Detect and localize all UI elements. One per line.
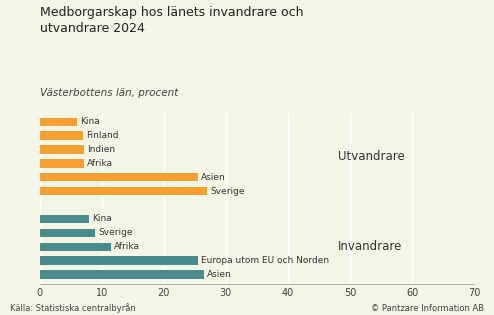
Text: Medborgarskap hos länets invandrare och
utvandrare 2024: Medborgarskap hos länets invandrare och … <box>40 6 303 35</box>
Text: Sverige: Sverige <box>210 187 245 196</box>
Text: Utvandrare: Utvandrare <box>337 150 405 163</box>
Bar <box>40 117 77 126</box>
Bar <box>40 270 204 279</box>
Text: Finland: Finland <box>86 131 119 140</box>
Text: Afrika: Afrika <box>114 242 140 251</box>
Bar <box>40 229 95 237</box>
Text: Asien: Asien <box>201 173 226 182</box>
Text: Kina: Kina <box>92 215 112 223</box>
Bar <box>40 256 198 265</box>
Text: Källa: Statistiska centralbyrån: Källa: Statistiska centralbyrån <box>10 304 136 313</box>
Text: Västerbottens län, procent: Västerbottens län, procent <box>40 88 178 98</box>
Bar <box>40 243 111 251</box>
Text: Asien: Asien <box>207 270 232 279</box>
Bar <box>40 145 84 154</box>
Text: Europa utom EU och Norden: Europa utom EU och Norden <box>201 256 329 265</box>
Text: Kina: Kina <box>80 117 100 126</box>
Bar <box>40 159 84 168</box>
Bar <box>40 131 83 140</box>
Bar <box>40 173 198 181</box>
Text: Sverige: Sverige <box>98 228 133 237</box>
Text: © Pantzare Information AB: © Pantzare Information AB <box>371 304 484 313</box>
Bar <box>40 215 89 223</box>
Text: Indien: Indien <box>87 145 116 154</box>
Text: Invandrare: Invandrare <box>337 240 402 253</box>
Text: Afrika: Afrika <box>87 159 113 168</box>
Bar <box>40 187 207 195</box>
